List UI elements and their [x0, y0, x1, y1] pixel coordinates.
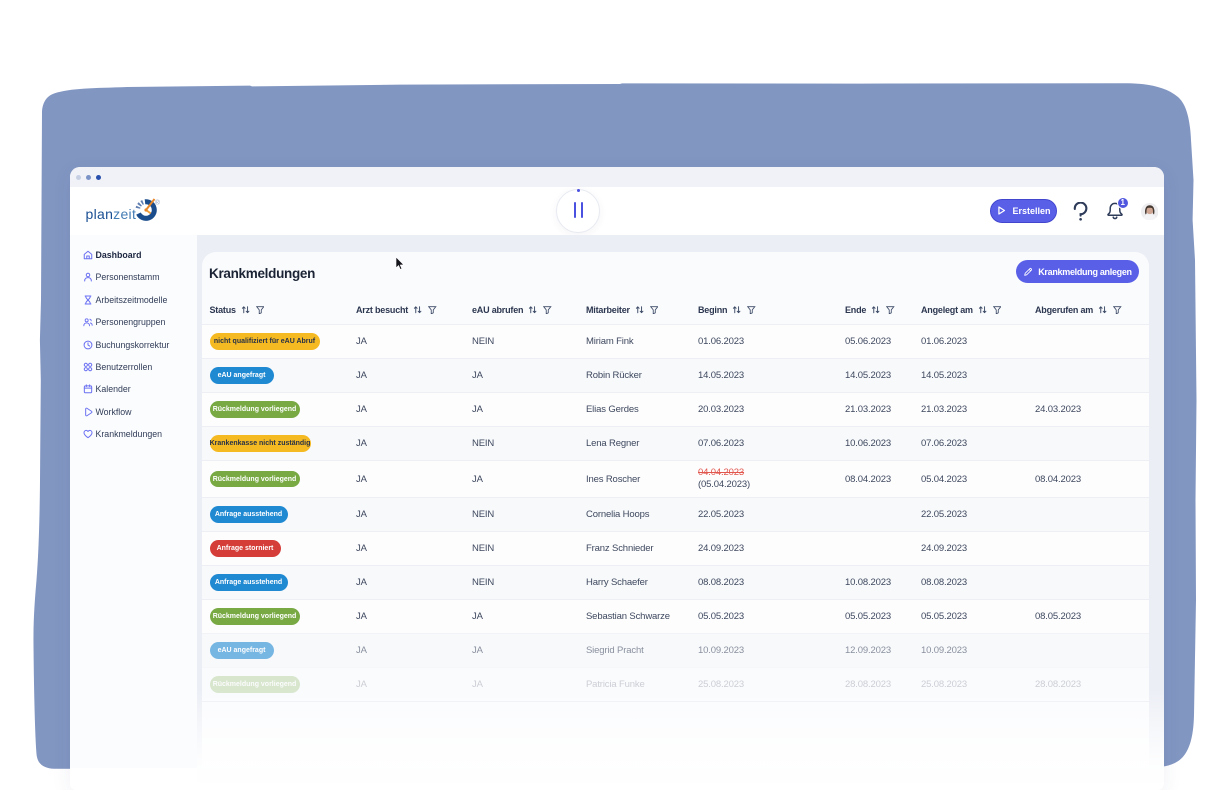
svg-text:®: ®: [155, 199, 160, 207]
